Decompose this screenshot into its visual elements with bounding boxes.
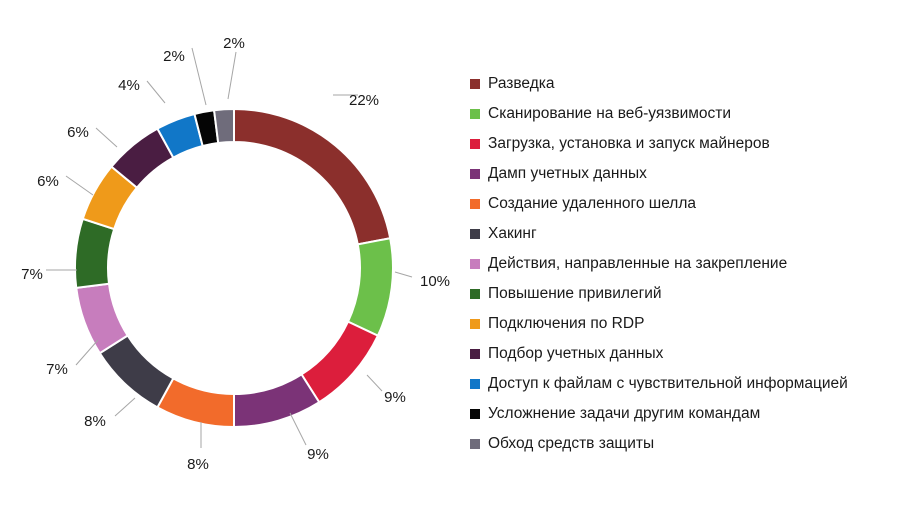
data-label-13: 2%: [223, 35, 245, 52]
data-label-10: 6%: [67, 124, 89, 141]
data-labels: 22% 10% 9% 9% 8% 8% 7% 7% 6% 6% 4% 2% 2%: [21, 35, 450, 473]
legend-item-1: Разведка: [470, 69, 895, 99]
leader-line-3: [366, 374, 383, 392]
leader-line-9: [65, 175, 94, 196]
slice-3: [300, 320, 380, 404]
leader-lines: [46, 47, 413, 448]
legend-item-8: Повышение привилегий: [470, 279, 895, 309]
data-label-6: 8%: [84, 413, 106, 430]
legend-label: Дамп учетных данных: [488, 165, 647, 182]
legend-label: Сканирование на веб-уязвимости: [488, 105, 732, 122]
legend-label: Действия, направленные на закрепление: [488, 255, 788, 272]
slice-13: [212, 107, 235, 145]
leader-line-6: [114, 397, 136, 417]
data-label-1: 22%: [349, 92, 379, 109]
legend-item-9: Подключения по RDP: [470, 309, 895, 339]
legend-swatch: [470, 199, 480, 209]
legend-label: Создание удаленного шелла: [488, 195, 697, 212]
data-label-3: 9%: [384, 389, 406, 406]
legend-swatch: [470, 349, 480, 359]
legend-label: Усложнение задачи другим командам: [488, 405, 761, 422]
data-label-9: 6%: [37, 173, 59, 190]
legend-swatch: [470, 439, 480, 449]
leader-line-10: [95, 127, 118, 148]
legend-label: Загрузка, установка и запуск майнеров: [488, 135, 770, 152]
legend-swatch: [470, 109, 480, 119]
legend-swatch: [470, 169, 480, 179]
legend-item-7: Действия, направленные на закрепление: [470, 249, 895, 279]
slice-1: [233, 107, 392, 246]
leader-line-12: [191, 47, 207, 106]
legend-item-4: Дамп учетных данных: [470, 159, 895, 189]
legend-label: Доступ к файлам с чувствительной информа…: [488, 375, 848, 392]
donut-slices: [74, 107, 394, 429]
data-label-2: 10%: [420, 273, 450, 290]
data-label-5: 8%: [187, 456, 209, 473]
legend-swatch: [470, 139, 480, 149]
legend-label: Обход средств защиты: [488, 435, 655, 452]
legend-item-12: Усложнение задачи другим командам: [470, 399, 895, 429]
legend-swatch: [470, 79, 480, 89]
data-label-4: 9%: [307, 446, 329, 463]
slice-2: [346, 237, 394, 338]
legend-item-6: Хакинг: [470, 219, 895, 249]
legend-label: Повышение привилегий: [488, 285, 662, 302]
donut-chart: 22% 10% 9% 9% 8% 8% 7% 7% 6% 6% 4% 2% 2%: [21, 35, 450, 473]
legend-swatch: [470, 289, 480, 299]
legend-swatch: [470, 259, 480, 269]
slice-4: [233, 373, 321, 429]
legend-swatch: [470, 229, 480, 239]
legend-swatch: [470, 409, 480, 419]
data-label-11: 4%: [118, 77, 140, 94]
legend-item-13: Обход средств защиты: [470, 429, 895, 459]
legend-label: Подключения по RDP: [488, 315, 645, 332]
leader-line-7: [75, 339, 99, 366]
legend-label: Разведка: [488, 75, 555, 92]
data-label-8: 7%: [21, 266, 43, 283]
legend-item-2: Сканирование на веб-уязвимости: [470, 99, 895, 129]
legend-item-3: Загрузка, установка и запуск майнеров: [470, 129, 895, 159]
leader-line-11: [146, 80, 166, 104]
legend-label: Хакинг: [488, 225, 537, 242]
legend-item-11: Доступ к файлам с чувствительной информа…: [470, 369, 895, 399]
leader-line-13: [227, 51, 237, 100]
legend-item-5: Создание удаленного шелла: [470, 189, 895, 219]
chart-legend: Разведка Сканирование на веб-уязвимости За…: [470, 69, 895, 459]
legend-label: Подбор учетных данных: [488, 345, 664, 362]
leader-line-2: [394, 271, 413, 278]
legend-swatch: [470, 379, 480, 389]
data-label-12: 2%: [163, 48, 185, 65]
data-label-7: 7%: [46, 361, 68, 378]
leader-line-4: [289, 412, 307, 446]
legend-item-10: Подбор учетных данных: [470, 339, 895, 369]
legend-swatch: [470, 319, 480, 329]
slice-8: [74, 217, 116, 290]
